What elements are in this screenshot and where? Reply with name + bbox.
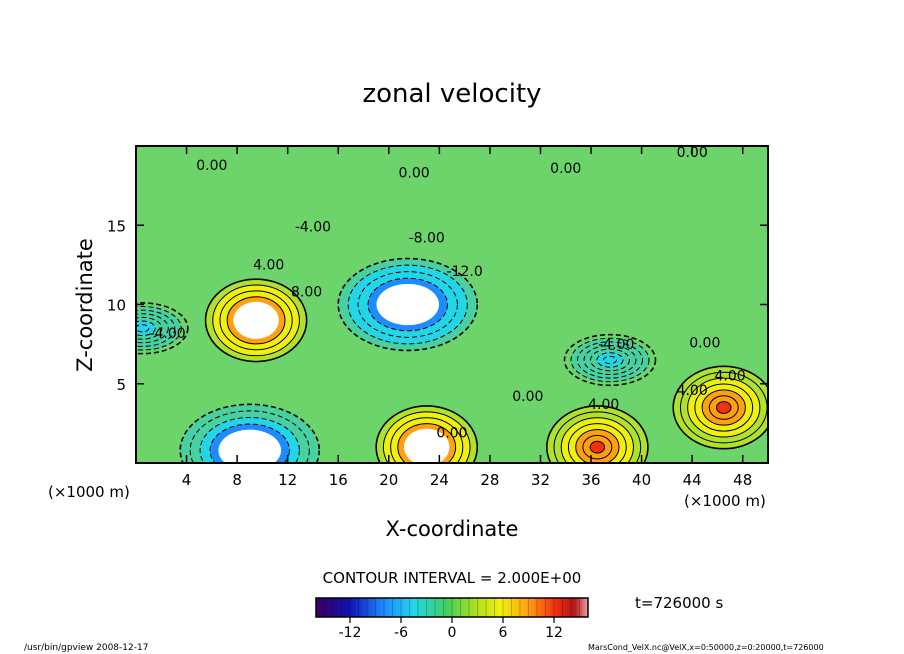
contour-label: 8.00 [291,285,322,301]
contour-label: 0.00 [436,426,467,442]
contour-label: -12.0 [447,264,483,280]
y-axis-label: Z-coordinate [73,238,97,372]
features-layer [136,257,768,463]
contour-ring [602,355,618,365]
x-tick-label: 24 [430,471,449,489]
contour-label: 0.00 [512,389,543,405]
feature-6 [563,333,657,387]
x-tick-label: 28 [480,471,499,489]
contour-label: -4.00 [295,220,331,236]
contour-labels-layer: 0.00 0.00 0.00 0.00 -4.00 -8.00 -12.0 4.00 8.00 -… [149,146,745,442]
feature-4 [546,405,649,463]
contour-label: -8.00 [409,231,445,247]
y-tick-label: 10 [107,297,126,315]
x-tick-label: 40 [632,471,651,489]
feature-7 [136,302,189,355]
plot-area: 0.00 0.00 0.00 0.00 -4.00 -8.00 -12.0 4.00 8.00 -… [136,146,768,463]
x-tick-label: 12 [278,471,297,489]
saturated-core [233,301,279,339]
contour-label: 4.00 [714,369,745,385]
x-axis: 4 8 12 16 20 24 28 32 36 40 44 48 [182,146,752,489]
x-units-right: (×1000 m) [684,492,766,510]
colorbar-tick-label: 6 [499,625,508,641]
contour-label: -4.00 [598,337,634,353]
contour-ring [136,324,150,333]
feature-5 [672,365,768,450]
colorbar-tick-label: 0 [448,625,457,641]
footer-right: MarsCond_VelX.nc@VelX,x=0:50000,z=0:2000… [588,643,824,652]
x-units-left: (×1000 m) [48,483,130,501]
colorbar-tick-label: -6 [394,625,408,641]
contour-label: 0.00 [398,166,429,182]
x-tick-label: 36 [581,471,600,489]
chart-title: zonal velocity [362,79,541,109]
contour-label: 4.00 [677,383,708,399]
y-axis: 5 10 15 [107,217,768,394]
contour-label: 0.00 [196,158,227,174]
y-tick-label: 15 [107,217,126,235]
contour-label: 4.00 [588,397,619,413]
x-tick-label: 16 [329,471,348,489]
x-axis-label: X-coordinate [386,517,519,541]
colorbar-ticks: -12 -6 0 6 12 [339,617,563,641]
contour-label: 4.00 [253,258,284,274]
contour-label: 0.00 [550,161,581,177]
saturated-core [376,283,440,326]
contour-label: -4.00 [149,326,185,342]
contour-label: 0.00 [689,335,720,351]
x-tick-label: 44 [683,471,702,489]
feature-0 [337,257,479,352]
contour-ring [589,440,606,454]
contour-ring [716,401,732,414]
colorbar-tick-label: 12 [545,625,563,641]
feature-1 [204,278,308,363]
saturated-core [218,429,282,463]
x-tick-label: 48 [733,471,752,489]
x-tick-label: 32 [531,471,550,489]
colorbar-tick-label: -12 [339,625,362,641]
saturated-core [403,428,450,463]
feature-3 [179,403,321,463]
feature-2 [375,405,479,463]
footer-left: /usr/bin/gpview 2008-12-17 [24,643,148,653]
contour-interval-text: CONTOUR INTERVAL = 2.000E+00 [323,569,582,587]
x-tick-label: 8 [232,471,242,489]
x-tick-label: 4 [182,471,192,489]
y-tick-label: 5 [116,376,126,394]
time-text: t=726000 s [635,594,723,612]
x-tick-label: 20 [379,471,398,489]
